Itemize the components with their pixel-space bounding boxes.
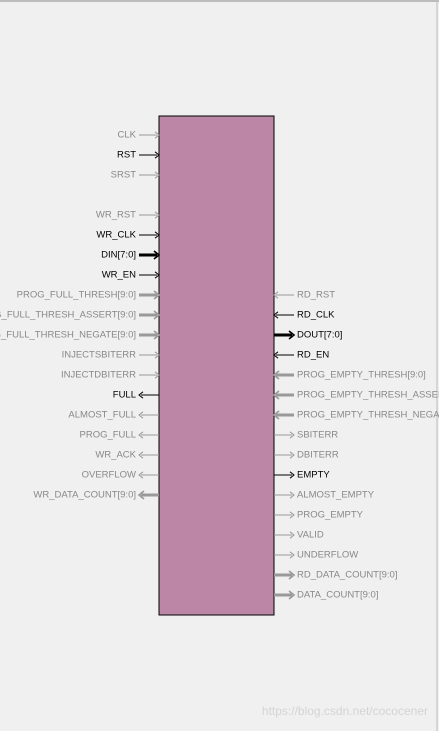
arrow-head [154, 171, 160, 179]
port-label: UNDERFLOW [297, 550, 358, 561]
arrow-head [154, 271, 160, 279]
port-label: DBITERR [297, 450, 339, 461]
arrow-head [273, 291, 279, 299]
port-label: ALMOST_EMPTY [297, 490, 375, 501]
port-label: SBITERR [297, 430, 338, 441]
port-label: PROG_EMPTY_THRESH[9:0] [297, 370, 426, 381]
port-label: RD_CLK [297, 310, 335, 321]
arrow-head [154, 211, 160, 219]
port-label: CLK [118, 130, 137, 141]
arrow-head [153, 290, 161, 300]
port-label: PROG_EMPTY_THRESH_ASSERT[9:0] [297, 390, 439, 401]
port-label: SRST [111, 170, 137, 181]
arrow-head [138, 471, 144, 479]
arrow-head [289, 431, 295, 439]
fifo-block [158, 115, 275, 616]
arrow-head [154, 131, 160, 139]
port-label: EMPTY [297, 470, 330, 481]
port-label: RD_EN [297, 350, 329, 361]
port-label: DOUT[7:0] [297, 330, 342, 341]
port-label: WR_EN [102, 270, 136, 281]
port-label: WR_DATA_COUNT[9:0] [33, 490, 136, 501]
arrow-head [288, 330, 296, 340]
port-label: WR_RST [96, 210, 136, 221]
arrow-head [289, 511, 295, 519]
port-label: ALMOST_FULL [68, 410, 136, 421]
arrow-head [138, 451, 144, 459]
arrow-head [138, 411, 144, 419]
port-label: INJECTDBITERR [61, 370, 136, 381]
port-label: RD_DATA_COUNT[9:0] [297, 570, 397, 581]
port-label: DATA_COUNT[9:0] [297, 590, 378, 601]
arrow-head [138, 431, 144, 439]
arrow-head [154, 351, 160, 359]
port-label: PROG_FULL [80, 430, 137, 441]
arrow-head [289, 491, 295, 499]
port-label: RST [117, 150, 136, 161]
arrow-head [153, 330, 161, 340]
port-label: WR_CLK [96, 230, 136, 241]
arrow-head [273, 311, 279, 319]
arrow-head [137, 490, 145, 500]
arrow-head [288, 570, 296, 580]
arrow-head [272, 410, 280, 420]
arrow-head [154, 371, 160, 379]
port-label: PROG_FULL_THRESH_NEGATE[9:0] [0, 330, 136, 341]
port-label: PROG_FULL_THRESH_ASSERT[9:0] [0, 310, 136, 321]
arrow-head [154, 151, 160, 159]
arrow-head [153, 310, 161, 320]
port-label: WR_ACK [95, 450, 136, 461]
watermark: https://blog.csdn.net/cococener [262, 704, 428, 718]
arrow-head [153, 250, 161, 260]
arrow-head [288, 590, 296, 600]
arrow-head [138, 391, 144, 399]
arrow-head [289, 471, 295, 479]
port-label: FULL [113, 390, 136, 401]
port-label: VALID [297, 530, 324, 541]
arrow-head [289, 451, 295, 459]
arrow-head [272, 390, 280, 400]
port-label: PROG_FULL_THRESH[9:0] [17, 290, 136, 301]
arrow-head [272, 370, 280, 380]
port-label: PROG_EMPTY_THRESH_NEGATE[9:0] [297, 410, 439, 421]
arrow-head [289, 551, 295, 559]
port-label: OVERFLOW [82, 470, 136, 481]
port-label: INJECTSBITERR [62, 350, 137, 361]
arrow-head [273, 351, 279, 359]
arrow-head [154, 231, 160, 239]
port-label: RD_RST [297, 290, 335, 301]
port-label: DIN[7:0] [101, 250, 136, 261]
port-label: PROG_EMPTY [297, 510, 364, 521]
arrow-head [289, 531, 295, 539]
